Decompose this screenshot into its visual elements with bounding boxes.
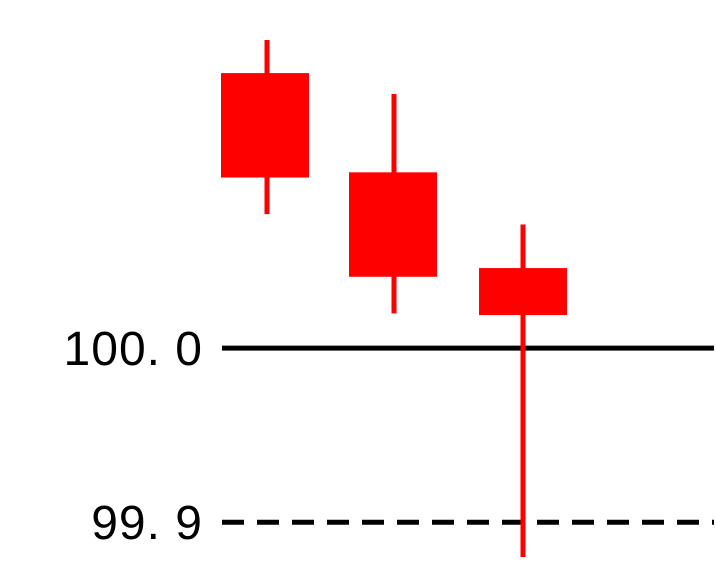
candle-body [479,268,567,316]
y-tick-label: 99. 9 [91,497,203,550]
candles [221,40,567,557]
y-tick-label: 100. 0 [64,323,203,376]
candle-3 [479,224,567,557]
reference-lines [222,345,714,525]
tick-labels: 100. 0 99. 9 [64,323,203,550]
candle-body [349,172,437,277]
candle-body [221,73,309,178]
candle-1 [221,40,309,215]
candle-2 [349,93,437,314]
